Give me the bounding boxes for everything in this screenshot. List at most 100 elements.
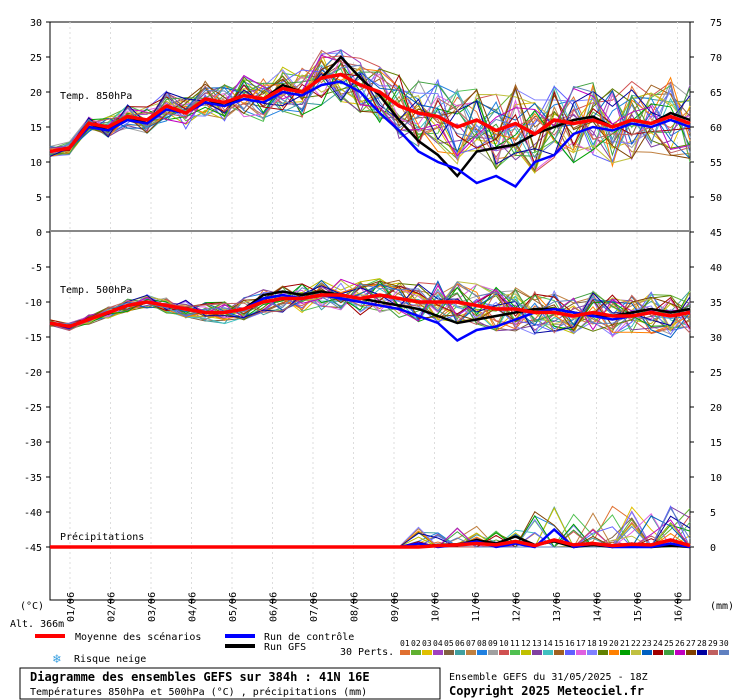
right-tick-label: 35 xyxy=(710,298,722,309)
legend: Moyenne des scénarios Run de contrôle Ru… xyxy=(35,631,729,667)
pert-swatch xyxy=(400,650,410,655)
pert-swatch xyxy=(576,650,586,655)
right-tick-label: 40 xyxy=(710,263,722,274)
pert-id-label: 02 xyxy=(411,639,421,648)
pert-swatch xyxy=(554,650,564,655)
pert-id-label: 12 xyxy=(521,639,531,648)
date-tick-label: 01/06 xyxy=(66,592,77,622)
perturbation-legend: 01 02 03 04 05 06 07 08 09 10 11 12 13 14 15 16 17 18 19 20… xyxy=(400,639,729,655)
pert-id-label: 17 xyxy=(576,639,586,648)
legend-gfs-label: Run GFS xyxy=(264,642,306,653)
right-tick-label: 0 xyxy=(710,543,716,554)
legend-control-label: Run de contrôle xyxy=(264,631,354,643)
pert-swatch xyxy=(598,650,608,655)
pert-id-label: 09 xyxy=(488,639,498,648)
copyright-label: Copyright 2025 Meteociel.fr xyxy=(449,684,644,698)
pert-22-t850-line xyxy=(49,66,691,165)
date-tick-label: 14/06 xyxy=(593,592,604,622)
pert-30-t500-line xyxy=(49,281,691,325)
date-tick-label: 03/06 xyxy=(147,592,158,622)
left-tick-label: 10 xyxy=(30,158,42,169)
pert-25-t500-line xyxy=(49,282,691,331)
pert-swatch xyxy=(411,650,421,655)
date-tick-label: 09/06 xyxy=(390,592,401,622)
pert-swatch xyxy=(565,650,575,655)
pert-swatch xyxy=(466,650,476,655)
pert-swatch xyxy=(532,650,542,655)
right-tick-label: 45 xyxy=(710,228,722,239)
left-tick-label: -15 xyxy=(24,333,42,344)
right-tick-label: 30 xyxy=(710,333,722,344)
date-tick-label: 04/06 xyxy=(188,592,199,622)
altitude-label: Alt. 366m xyxy=(10,619,64,630)
left-tick-label: -30 xyxy=(24,438,42,449)
date-tick-label: 16/06 xyxy=(674,592,685,622)
pert-swatch xyxy=(620,650,630,655)
pert-swatch xyxy=(477,650,487,655)
date-tick-label: 10/06 xyxy=(431,592,442,622)
date-tick-label: 07/06 xyxy=(309,592,320,622)
pert-swatch xyxy=(499,650,509,655)
date-tick-label: 15/06 xyxy=(633,592,644,622)
pert-swatch xyxy=(708,650,718,655)
pert-id-label: 14 xyxy=(543,639,553,648)
pert-id-label: 08 xyxy=(477,639,487,648)
right-tick-label: 55 xyxy=(710,158,722,169)
pert-id-label: 10 xyxy=(499,639,509,648)
pert-id-label: 16 xyxy=(565,639,575,648)
date-tick-label: 02/06 xyxy=(107,592,118,622)
legend-snow-label: Risque neige xyxy=(74,654,146,665)
title-box: Diagramme des ensembles GEFS sur 384h : … xyxy=(19,667,441,700)
pert-id-label: 19 xyxy=(598,639,608,648)
right-tick-label: 70 xyxy=(710,53,722,64)
pert-id-label: 29 xyxy=(708,639,718,648)
pert-id-label: 11 xyxy=(510,639,520,648)
series-1-t850-line xyxy=(49,80,691,189)
date-tick-label: 11/06 xyxy=(471,592,482,622)
series-0-t850-line xyxy=(49,72,691,154)
date-tick-label: 13/06 xyxy=(552,592,563,622)
left-tick-label: 5 xyxy=(36,193,42,204)
pert-id-label: 25 xyxy=(664,639,674,648)
panel-label-500: Temp. 500hPa xyxy=(60,285,132,296)
pert-id-label: 03 xyxy=(422,639,432,648)
pert-swatch xyxy=(543,650,553,655)
series-0-precip-line xyxy=(50,538,691,549)
right-tick-label: 25 xyxy=(710,368,722,379)
legend-mean-label: Moyenne des scénarios xyxy=(75,631,201,643)
pert-id-label: 26 xyxy=(675,639,685,648)
x-axis: 01/06 02/06 03/06 04/06 05/06 06/06 07/06 08/06… xyxy=(66,592,685,622)
left-unit-label: (°C) xyxy=(20,601,44,612)
grid xyxy=(69,22,678,600)
chart-title: Diagramme des ensembles GEFS sur 384h : … xyxy=(30,670,370,684)
date-tick-label: 12/06 xyxy=(512,592,523,622)
pert-id-label: 28 xyxy=(697,639,707,648)
right-tick-label: 10 xyxy=(710,473,722,484)
right-unit-label: (mm) xyxy=(710,601,734,612)
pert-swatch xyxy=(609,650,619,655)
pert-id-label: 01 xyxy=(400,639,410,648)
pert-id-label: 06 xyxy=(455,639,465,648)
pert-id-label: 23 xyxy=(642,639,652,648)
left-tick-label: 30 xyxy=(30,18,42,29)
right-tick-label: 20 xyxy=(710,403,722,414)
series-0-t500-line xyxy=(49,293,691,329)
left-tick-label: 15 xyxy=(30,123,42,134)
pert-id-label: 15 xyxy=(554,639,564,648)
right-tick-label: 15 xyxy=(710,438,722,449)
snowflake-icon: ❄ xyxy=(52,652,61,667)
date-tick-label: 06/06 xyxy=(269,592,280,622)
date-tick-label: 05/06 xyxy=(228,592,239,622)
right-tick-label: 60 xyxy=(710,123,722,134)
pert-swatch xyxy=(631,650,641,655)
pert-swatch xyxy=(422,650,432,655)
pert-id-label: 21 xyxy=(620,639,630,648)
main-series-lines xyxy=(49,55,691,549)
pert-swatch xyxy=(719,650,729,655)
pert-swatch xyxy=(697,650,707,655)
date-tick-label: 08/06 xyxy=(350,592,361,622)
left-tick-label: -5 xyxy=(30,263,42,274)
left-tick-label: -20 xyxy=(24,368,42,379)
pert-id-label: 05 xyxy=(444,639,454,648)
